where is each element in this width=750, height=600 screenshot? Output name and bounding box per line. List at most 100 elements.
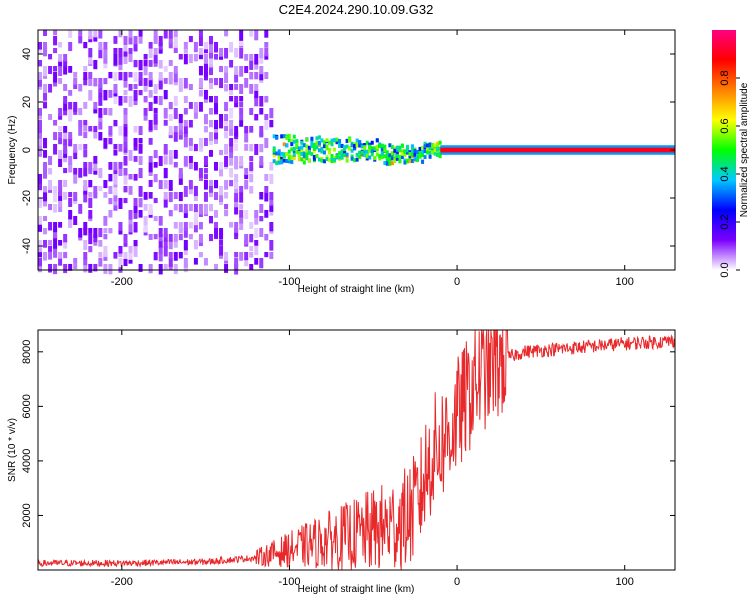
heatmap-cell <box>300 140 304 145</box>
heatmap-cell <box>183 132 188 138</box>
heatmap-cell <box>219 48 224 57</box>
heatmap-cell <box>193 108 198 119</box>
heatmap-cell <box>158 78 163 88</box>
heatmap-cell <box>287 156 291 161</box>
heatmap-cell <box>138 36 143 44</box>
heatmap-cell <box>113 144 118 150</box>
heatmap-cell <box>168 114 173 121</box>
heatmap-cell <box>290 138 294 143</box>
heatmap-cell <box>259 126 264 137</box>
heatmap-cell <box>400 154 404 159</box>
heatmap-cell <box>188 204 193 212</box>
heatmap-cell <box>395 145 399 150</box>
heatmap-cell <box>325 146 329 151</box>
heatmap-cell <box>224 156 229 167</box>
heatmap-cell <box>322 159 326 164</box>
heatmap-cell <box>385 150 389 155</box>
heatmap-cell <box>244 78 249 88</box>
heatmap-cell <box>229 96 234 102</box>
heatmap-cell <box>98 84 103 93</box>
heatmap-cell <box>163 78 168 84</box>
heatmap-cell <box>58 138 63 145</box>
heatmap-cell <box>193 186 198 197</box>
heatmap-cell <box>88 72 93 79</box>
heatmap-cell <box>398 145 402 150</box>
heatmap-cell <box>103 48 108 59</box>
heatmap-cell <box>98 120 103 130</box>
heatmap-cell <box>38 120 42 128</box>
heatmap-cell <box>413 151 417 156</box>
heatmap-cell <box>198 252 203 258</box>
snr-x-tick-label: -100 <box>278 576 300 588</box>
heatmap-cell <box>418 146 422 151</box>
heatmap-cell <box>297 146 301 151</box>
heatmap-cell <box>203 114 208 125</box>
heatmap-cell <box>63 60 68 67</box>
heatmap-cell <box>103 264 108 274</box>
heatmap-cell <box>98 90 103 98</box>
heatmap-cell <box>98 228 103 238</box>
heatmap-cell <box>108 162 113 170</box>
heatmap-cell <box>138 30 143 37</box>
heatmap-cell <box>68 90 73 96</box>
heatmap-cell <box>113 186 118 196</box>
heatmap-cell <box>158 264 163 275</box>
heatmap-cell <box>203 138 208 147</box>
heatmap-cell <box>224 72 229 83</box>
heatmap-cell <box>431 144 435 149</box>
heatmap-cell <box>53 240 58 249</box>
heatmap-cell <box>38 252 42 258</box>
heatmap-cell <box>229 150 234 158</box>
signal-band-core <box>440 147 675 153</box>
heatmap-cell <box>53 30 58 36</box>
heatmap-cell <box>259 96 264 107</box>
heatmap-cell <box>153 114 158 125</box>
heatmap-cell <box>113 150 118 156</box>
heatmap-cell <box>297 150 301 155</box>
heatmap-cell <box>305 144 309 149</box>
heatmap-cell <box>388 157 392 162</box>
heatmap-cell <box>219 192 224 203</box>
heatmap-cell <box>173 66 178 74</box>
heatmap-cell <box>330 138 334 143</box>
heatmap-cell <box>290 142 294 147</box>
colorbar-tick-label: 0.4 <box>719 166 731 181</box>
heatmap-cell <box>168 102 173 110</box>
heatmap-cell <box>234 66 239 75</box>
heatmap-cell <box>133 222 138 233</box>
heatmap-cell <box>78 30 83 36</box>
heatmap-cell <box>88 198 93 209</box>
heatmap-cell <box>153 48 158 56</box>
heatmap-cell <box>128 246 133 253</box>
heatmap-cell <box>307 150 311 155</box>
heatmap-cell <box>436 149 440 154</box>
spectrogram-x-tick-label: 0 <box>454 276 460 288</box>
heatmap-cell <box>365 140 369 145</box>
heatmap-cell <box>73 150 78 160</box>
heatmap-cell <box>153 162 158 168</box>
heatmap-cell <box>38 132 42 139</box>
heatmap-cell <box>93 108 98 114</box>
heatmap-cell <box>153 150 158 159</box>
heatmap-cell <box>163 108 168 119</box>
heatmap-cell <box>208 108 213 115</box>
heatmap-cell <box>333 155 337 160</box>
heatmap-cell <box>315 154 319 159</box>
heatmap-cell <box>63 132 68 140</box>
heatmap-cell <box>234 144 239 151</box>
heatmap-cell <box>118 246 123 254</box>
snr-y-tick-label: 2000 <box>21 503 33 527</box>
heatmap-cell <box>43 192 48 202</box>
heatmap-cell <box>183 264 188 273</box>
heatmap-cell <box>173 132 178 142</box>
heatmap-cell <box>421 149 425 154</box>
heatmap-cell <box>224 264 229 273</box>
heatmap-cell <box>234 186 239 194</box>
heatmap-cell <box>148 42 153 49</box>
heatmap-cell <box>370 152 374 157</box>
heatmap-cell <box>421 145 425 150</box>
heatmap-cell <box>148 156 153 163</box>
heatmap-cell <box>83 78 88 86</box>
heatmap-cell <box>368 148 372 153</box>
heatmap-cell <box>123 258 128 267</box>
